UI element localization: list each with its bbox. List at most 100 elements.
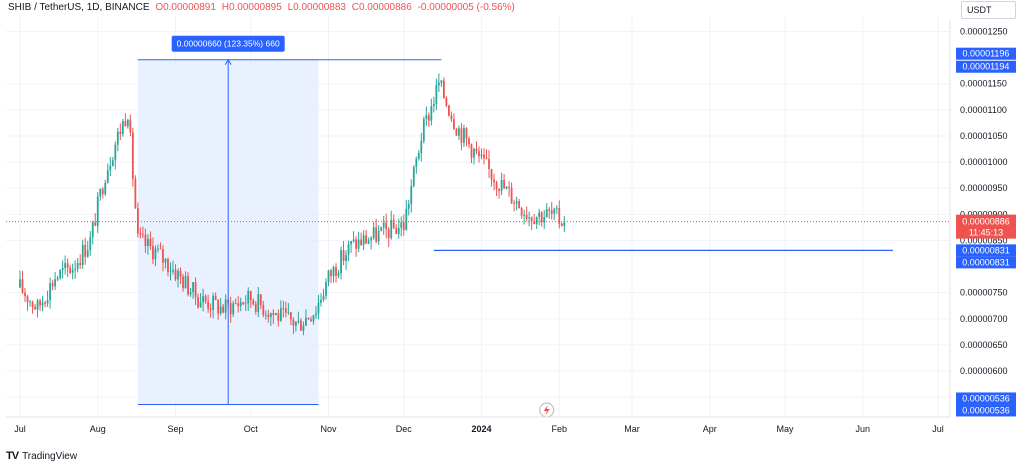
candle-body [269, 313, 272, 318]
candle-body [81, 244, 84, 265]
price-label-low-1: 0.00000536 [962, 393, 1010, 403]
candle-body [302, 325, 305, 331]
measure-label-bg [171, 35, 285, 52]
candle-body [355, 239, 357, 249]
x-tick-label: May [776, 424, 794, 434]
candle-body [157, 248, 159, 250]
candle-body [189, 292, 192, 295]
candle-body [109, 165, 112, 171]
candle-body [162, 249, 164, 263]
currency-selector[interactable]: USDT [961, 1, 1016, 19]
candle-body [19, 279, 21, 288]
candle-body [485, 158, 488, 160]
candle-body [49, 283, 51, 301]
candle-body [86, 250, 89, 257]
candle-body [475, 148, 478, 152]
candle-body [395, 228, 398, 234]
candle-body [545, 209, 548, 218]
candle-body [450, 115, 453, 120]
candle-body [64, 263, 67, 269]
candle-body [525, 214, 528, 219]
candle-body [530, 217, 533, 222]
candle-body [252, 300, 255, 304]
price-label-low-1-bg [956, 392, 1016, 405]
candle-body [21, 279, 24, 293]
candle-body [563, 221, 566, 226]
candle-body [51, 283, 54, 287]
candle-body [101, 189, 104, 195]
candle-body [453, 119, 455, 129]
candle-body [367, 240, 370, 244]
x-tick-label: 2024 [471, 424, 491, 434]
candle-body [397, 227, 400, 234]
candle-body [61, 268, 64, 270]
candle-body [515, 201, 518, 204]
candle-body [174, 269, 177, 280]
candle-body [24, 292, 26, 297]
candle-body [167, 259, 169, 272]
symbol-title[interactable]: SHIB / TetherUS, 1D, BINANCE [8, 2, 150, 13]
candle-body [129, 119, 132, 133]
candle-body [56, 277, 59, 280]
y-tick-label: 0.00000700 [960, 314, 1008, 324]
tradingview-footer[interactable]: TV TradingView [6, 450, 77, 462]
candle-body [284, 308, 287, 313]
candle-body [254, 303, 257, 312]
candle-body [31, 301, 34, 307]
candle-body [503, 179, 505, 189]
candle-body [229, 303, 232, 315]
candle-body [470, 144, 473, 158]
candle-body [204, 296, 207, 302]
candle-body [134, 178, 137, 209]
candle-body [493, 179, 495, 183]
candle-body [307, 317, 310, 320]
candle-body [312, 315, 315, 322]
candle-body [91, 222, 94, 238]
candle-body [488, 158, 490, 169]
candle-body [111, 160, 114, 166]
candle-body [553, 208, 556, 214]
candle-body [34, 306, 36, 310]
candle-body [282, 308, 285, 309]
candle-body [490, 168, 493, 180]
candle-body [385, 222, 388, 230]
candle-body [473, 148, 475, 158]
countdown-label: 11:45:13 [969, 228, 1003, 238]
candle-body [116, 131, 119, 145]
time-axis: Jul Aug Sep Oct Nov Dec 2024 Feb Mar Apr May Jun Jul [6, 416, 950, 434]
candle-body [272, 313, 275, 315]
candle-body [147, 238, 149, 247]
candle-body [437, 82, 440, 86]
candle-body [79, 263, 82, 265]
candle-body [468, 138, 470, 145]
candle-body [249, 291, 252, 301]
candle-body [279, 308, 282, 321]
last-price-bg [956, 214, 1016, 239]
candle-body [59, 269, 62, 278]
candle-body [510, 187, 513, 204]
candle-body [555, 208, 558, 209]
candle-body [520, 208, 523, 216]
candle-body [71, 269, 74, 273]
candle-body [237, 303, 240, 306]
candle-body [315, 313, 317, 316]
x-tick-label: Oct [244, 424, 259, 434]
x-tick-label: Jul [932, 424, 944, 434]
candle-body [94, 222, 97, 226]
candle-body [222, 306, 225, 313]
candle-body [387, 229, 390, 239]
y-tick-label: 0.00001050 [960, 131, 1008, 141]
candle-body [540, 212, 543, 223]
candle-body [322, 295, 325, 300]
candle-body [498, 188, 500, 192]
candle-body [340, 250, 342, 274]
y-tick-label: 0.00001250 [960, 26, 1008, 36]
candle-body [365, 235, 368, 244]
candle-body [370, 237, 373, 241]
y-tick-label: 0.00000600 [960, 366, 1008, 376]
candle-body [69, 267, 72, 273]
candle-body [310, 319, 312, 322]
candle-body [154, 248, 157, 260]
candle-body [124, 121, 127, 127]
